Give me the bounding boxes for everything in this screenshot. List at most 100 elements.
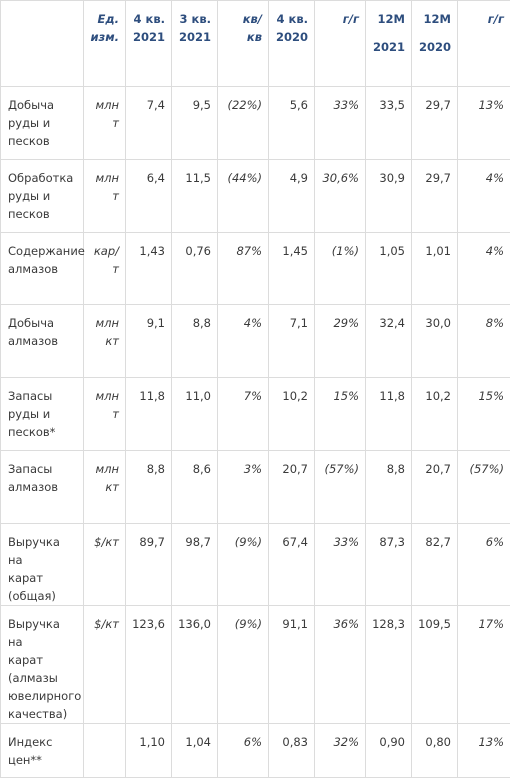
cell-q4-2020: 10,2 <box>269 378 315 451</box>
cell-12m-2020: 82,7 <box>412 524 458 606</box>
cell-yoy: (57%) <box>315 451 366 524</box>
header-unit-line1: Ед. <box>90 10 119 28</box>
row-unit-line: кт <box>90 478 119 496</box>
row-label-line: цен** <box>8 751 77 769</box>
header-q3-2021-line1: 3 кв. <box>178 10 211 28</box>
row-label-line: песков <box>8 205 77 223</box>
cell-12m-2021: 30,9 <box>366 160 412 233</box>
cell-q3-2021: 9,5 <box>172 87 218 160</box>
header-12m-2020: 12М 2020 <box>412 1 458 87</box>
cell-12m-2020: 1,01 <box>412 233 458 305</box>
cell-qoq: 3% <box>218 451 269 524</box>
row-unit: $/кт <box>84 524 126 606</box>
cell-yoy-12m: 4% <box>458 160 510 233</box>
cell-12m-2021: 8,8 <box>366 451 412 524</box>
row-label-line: руды и <box>8 114 77 132</box>
cell-yoy: 33% <box>315 87 366 160</box>
cell-q4-2020: 7,1 <box>269 305 315 378</box>
cell-qoq: 4% <box>218 305 269 378</box>
row-unit-line: млн <box>90 169 119 187</box>
cell-q4-2021: 7,4 <box>126 87 172 160</box>
row-label-line: Обработка <box>8 169 77 187</box>
header-blank <box>1 1 84 87</box>
cell-q3-2021: 136,0 <box>172 606 218 724</box>
row-label-line: алмазов <box>8 332 77 350</box>
cell-q3-2021: 8,6 <box>172 451 218 524</box>
row-unit-line: млн <box>90 460 119 478</box>
cell-q3-2021: 0,76 <box>172 233 218 305</box>
row-label-line: карат <box>8 569 77 587</box>
header-q4-2020-line2: 2020 <box>275 28 308 46</box>
cell-12m-2021: 32,4 <box>366 305 412 378</box>
header-q4-2021-line2: 2021 <box>132 28 165 46</box>
cell-12m-2021: 128,3 <box>366 606 412 724</box>
header-qoq: кв/ кв <box>218 1 269 87</box>
cell-qoq: 87% <box>218 233 269 305</box>
header-12m-2021-line2: 2021 <box>372 33 405 61</box>
header-12m-2020-line1: 12М <box>418 5 451 33</box>
row-unit-line: кар/ <box>90 242 119 260</box>
cell-12m-2020: 30,0 <box>412 305 458 378</box>
cell-q4-2021: 123,6 <box>126 606 172 724</box>
header-q4-2020-line1: 4 кв. <box>275 10 308 28</box>
row-unit: $/кт <box>84 606 126 724</box>
header-qoq-line1: кв/ <box>224 10 262 28</box>
cell-12m-2020: 10,2 <box>412 378 458 451</box>
row-unit-line: $/кт <box>90 533 119 551</box>
cell-yoy: (1%) <box>315 233 366 305</box>
header-q4-2021-line1: 4 кв. <box>132 10 165 28</box>
row-label-line: руды и <box>8 187 77 205</box>
header-yoy-12m: г/г <box>458 1 510 87</box>
cell-q4-2020: 1,45 <box>269 233 315 305</box>
cell-yoy: 36% <box>315 606 366 724</box>
cell-q4-2021: 1,43 <box>126 233 172 305</box>
header-q4-2021: 4 кв. 2021 <box>126 1 172 87</box>
row-label-line: (алмазы <box>8 669 77 687</box>
row-label-line: Добыча <box>8 96 77 114</box>
header-q4-2020: 4 кв. 2020 <box>269 1 315 87</box>
row-unit-line: млн <box>90 96 119 114</box>
cell-yoy: 15% <box>315 378 366 451</box>
row-unit-line: т <box>90 187 119 205</box>
cell-q4-2020: 4,9 <box>269 160 315 233</box>
cell-qoq: (9%) <box>218 606 269 724</box>
row-label-line: Выручка на <box>8 615 77 651</box>
cell-q4-2020: 0,83 <box>269 724 315 778</box>
header-12m-2020-line2: 2020 <box>418 33 451 61</box>
row-label-line: руды и <box>8 405 77 423</box>
row-label-line: Выручка на <box>8 533 77 569</box>
header-qoq-line2: кв <box>224 28 262 46</box>
cell-yoy-12m: 13% <box>458 724 510 778</box>
cell-yoy: 33% <box>315 524 366 606</box>
cell-12m-2020: 0,80 <box>412 724 458 778</box>
header-yoy-12m-line1: г/г <box>464 10 504 28</box>
row-unit <box>84 724 126 778</box>
cell-q4-2021: 1,10 <box>126 724 172 778</box>
cell-q4-2020: 91,1 <box>269 606 315 724</box>
cell-q3-2021: 1,04 <box>172 724 218 778</box>
cell-12m-2021: 87,3 <box>366 524 412 606</box>
cell-yoy-12m: 6% <box>458 524 510 606</box>
row-label-line: качества) <box>8 705 77 723</box>
cell-q3-2021: 8,8 <box>172 305 218 378</box>
cell-q4-2021: 89,7 <box>126 524 172 606</box>
cell-qoq: (9%) <box>218 524 269 606</box>
cell-q4-2021: 8,8 <box>126 451 172 524</box>
cell-12m-2020: 29,7 <box>412 87 458 160</box>
